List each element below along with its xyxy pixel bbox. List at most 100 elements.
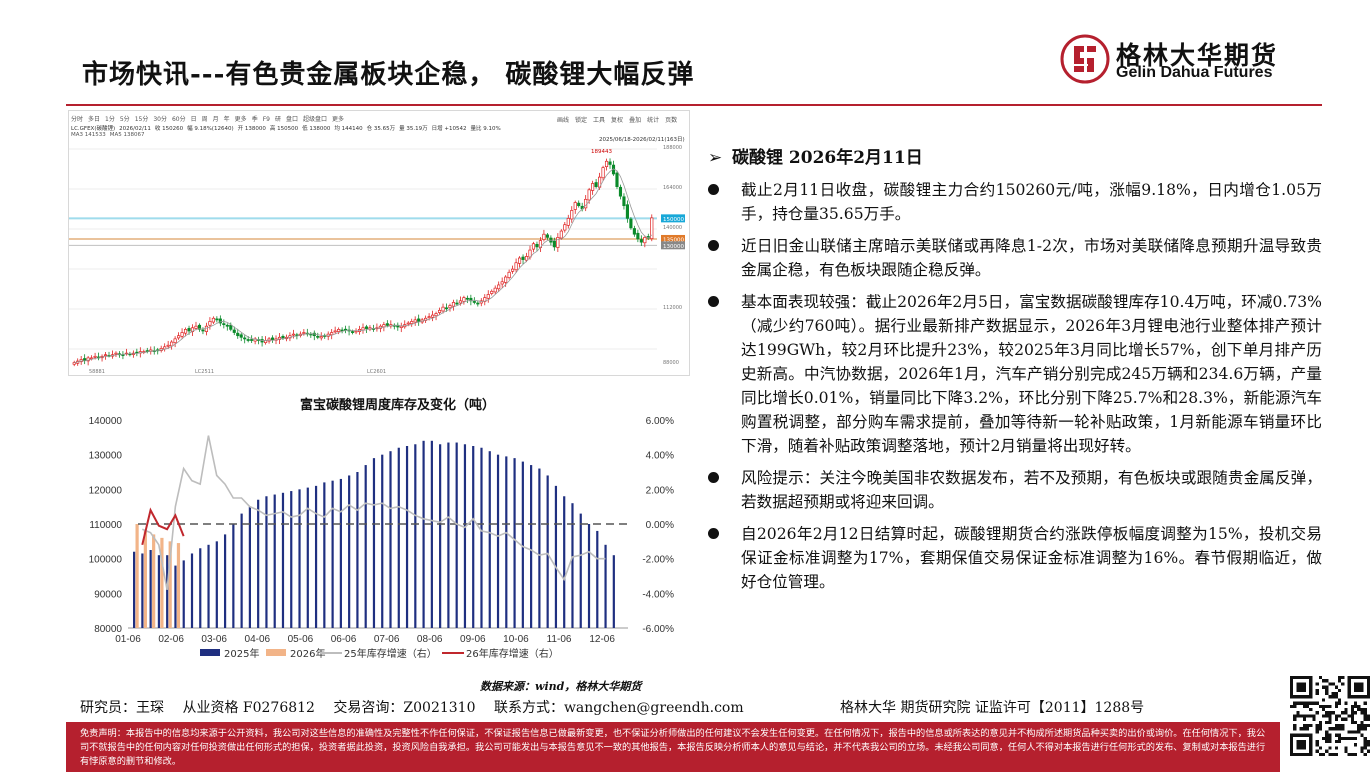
qr-module: [1331, 695, 1335, 699]
candle-body: [448, 305, 452, 309]
tool-button[interactable]: 复权: [611, 117, 624, 124]
tool-button[interactable]: 统计: [647, 117, 660, 124]
period-button[interactable]: 15分: [134, 116, 149, 123]
qr-module: [1322, 714, 1326, 718]
qr-module: [1341, 727, 1345, 731]
period-button[interactable]: 多日: [88, 116, 101, 123]
period-button[interactable]: 季: [251, 116, 258, 123]
candle-body: [618, 186, 623, 197]
candle-body: [458, 300, 462, 304]
bar-2025: [207, 544, 210, 628]
candle-body: [114, 352, 118, 355]
tool-button[interactable]: 叠加: [629, 117, 642, 124]
bar-2025: [356, 472, 359, 628]
tool-button[interactable]: 画线: [557, 117, 570, 124]
candle-body: [591, 183, 595, 191]
candle-body: [476, 302, 480, 305]
candle-body: [472, 301, 476, 303]
qr-module: [1360, 733, 1364, 737]
bar-2025: [372, 458, 376, 628]
bar-2025: [496, 454, 500, 628]
qr-module: [1350, 708, 1354, 712]
qr-module: [1344, 711, 1348, 715]
candle-body: [615, 172, 619, 187]
candle-body: [542, 233, 546, 240]
qr-module: [1315, 724, 1319, 728]
period-button[interactable]: 更多: [332, 116, 345, 123]
quote-field[interactable]: 开 138000: [237, 126, 266, 132]
legend-label: 2025年: [224, 647, 259, 660]
period-button[interactable]: 超级盘口: [303, 116, 328, 123]
candle-body: [337, 329, 341, 332]
qr-module: [1328, 746, 1332, 750]
tool-button[interactable]: 锁定: [575, 117, 588, 124]
quote-field[interactable]: 量 35.19万: [399, 126, 428, 132]
period-button[interactable]: 1分: [105, 116, 115, 123]
logo-mark-icon: [1060, 34, 1110, 84]
qr-code-icon[interactable]: [1290, 676, 1370, 756]
bullet-text: 截止2月11日收盘，碳酸锂主力合约150260元/吨，涨幅9.18%，日内增仓1…: [741, 181, 1322, 223]
qr-module: [1309, 708, 1313, 712]
period-button[interactable]: 60分: [171, 116, 186, 123]
qr-module: [1350, 736, 1354, 740]
qr-module: [1315, 727, 1319, 731]
period-button[interactable]: F9: [262, 116, 270, 123]
quote-field[interactable]: LC.GFEX(碳酸锂): [71, 126, 116, 132]
candle-body: [364, 326, 369, 329]
period-button[interactable]: 30分: [153, 116, 167, 123]
qr-module: [1354, 704, 1358, 708]
kline-period-toolbar: 分时 多日 1分 5分 15分 30分 60分日周月年更多季 F9 研盘口 超级盘口 更多: [71, 114, 349, 123]
qr-module: [1338, 701, 1342, 705]
period-button[interactable]: 盘口: [286, 116, 299, 123]
header-divider: [66, 104, 1322, 106]
qr-module: [1357, 704, 1361, 708]
contact[interactable]: 联系方式：wangchen@greendh.com: [493, 700, 744, 716]
period-button[interactable]: 日: [190, 116, 197, 123]
candle-body: [319, 336, 323, 339]
quote-field[interactable]: 均 144140: [334, 126, 363, 132]
qr-module: [1363, 701, 1367, 705]
qr-module: [1328, 720, 1332, 724]
period-button[interactable]: 更多: [234, 116, 247, 123]
qr-module: [1334, 692, 1338, 696]
tool-button[interactable]: 页数: [665, 117, 678, 124]
quote-field[interactable]: 仓 35.65万: [366, 126, 396, 132]
line-25-growth: [141, 435, 606, 591]
tool-button[interactable]: 工具: [593, 117, 606, 124]
period-button[interactable]: 分时: [71, 116, 84, 123]
period-button[interactable]: 年: [223, 116, 230, 123]
candle-body: [444, 307, 449, 310]
quote-field[interactable]: 日增 +10542: [431, 126, 467, 132]
bar-2025: [472, 446, 475, 628]
quote-field[interactable]: 高 150500: [269, 126, 299, 132]
period-button[interactable]: 研: [274, 116, 281, 123]
candle-body: [535, 244, 539, 248]
qr-module: [1299, 714, 1303, 718]
period-button[interactable]: 5分: [119, 116, 130, 123]
candle-body: [333, 330, 337, 333]
qr-module: [1363, 743, 1367, 747]
quote-field[interactable]: 低 138000: [302, 126, 331, 132]
qr-module: [1344, 701, 1348, 705]
period-button[interactable]: 月: [212, 116, 219, 123]
period-button[interactable]: 周: [201, 116, 208, 123]
qr-module: [1354, 730, 1358, 734]
bar-2025: [348, 475, 351, 628]
ma-field[interactable]: MA5 138067: [109, 132, 145, 138]
candle-body: [302, 332, 306, 334]
quote-field[interactable]: 量比 9.10%: [470, 126, 501, 132]
qr-module: [1363, 714, 1367, 718]
bullet-icon: [708, 184, 719, 195]
qr-module: [1328, 695, 1332, 699]
ma-field[interactable]: MA3 141533: [71, 132, 106, 138]
qr-module: [1312, 701, 1316, 705]
qr-module: [1331, 692, 1335, 696]
candle-body: [622, 196, 626, 207]
price-axis-label: 164000: [663, 185, 682, 191]
qr-module: [1357, 727, 1361, 731]
quote-field[interactable]: 2026/02/11: [119, 126, 151, 132]
quote-field[interactable]: 幅 9.18%(12640): [187, 126, 234, 132]
qr-module: [1331, 711, 1335, 715]
quote-field[interactable]: 收 150260: [154, 126, 184, 132]
kline-ma-info: MA3 141533 MA5 138067: [71, 132, 149, 138]
